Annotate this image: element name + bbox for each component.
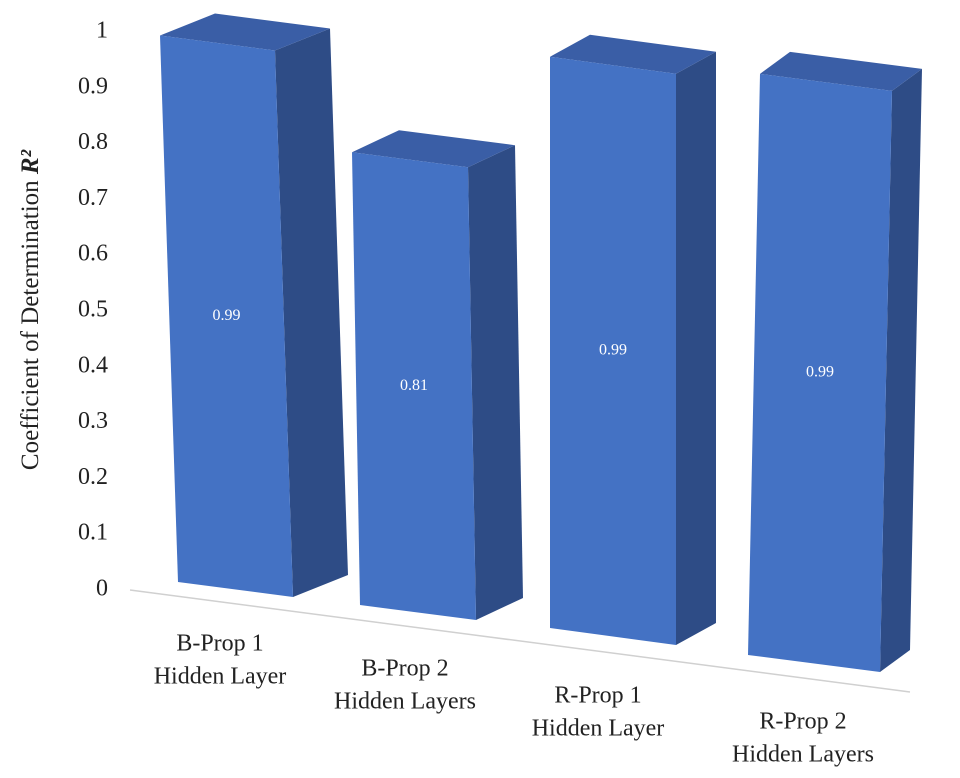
y-tick-label: 0.8 (78, 129, 108, 155)
y-tick-label: 0.7 (78, 185, 108, 211)
x-tick-label: Hidden Layers (334, 689, 476, 715)
x-tick-label: Hidden Layer (154, 664, 287, 690)
bar (352, 152, 476, 620)
bar-side (676, 51, 716, 645)
x-tick-label: Hidden Layers (732, 742, 874, 768)
bar-top (352, 130, 515, 168)
y-tick-label: 0.4 (78, 352, 108, 378)
x-tick-label: B-Prop 1 (176, 631, 263, 657)
bar (550, 56, 676, 645)
y-tick-label: 0.6 (78, 241, 108, 267)
bar-side (468, 145, 523, 620)
y-axis-symbol: R² (17, 149, 44, 175)
y-tick-label: 0.3 (78, 408, 108, 434)
x-tick-label: R-Prop 1 (554, 683, 641, 709)
value-label: 0.81 (400, 377, 428, 394)
bar (748, 73, 892, 673)
y-tick-label: 0.5 (78, 297, 108, 323)
bar-side (275, 28, 348, 597)
y-tick-label: 0.1 (78, 520, 108, 546)
bar-top (550, 34, 716, 74)
y-tick-label: 0 (96, 576, 108, 602)
x-tick-label: B-Prop 2 (361, 656, 448, 682)
bar-top (760, 51, 922, 91)
bar-side (880, 68, 922, 673)
y-tick-label: 0.2 (78, 464, 108, 490)
x-tick-label: R-Prop 2 (759, 709, 846, 735)
value-label: 0.99 (806, 364, 834, 381)
y-tick-label: 0.9 (78, 73, 108, 99)
x-tick-label: Hidden Layer (532, 716, 665, 742)
y-axis-title-text: Coefficient of Determination (17, 180, 44, 470)
value-label: 0.99 (599, 342, 627, 359)
floor-line (129, 589, 911, 693)
y-axis-title: Coefficient of Determination R² (17, 149, 44, 470)
y-tick-label: 1 (96, 18, 108, 44)
bar (160, 35, 293, 597)
value-label: 0.99 (213, 307, 241, 324)
bar-top (160, 13, 330, 51)
